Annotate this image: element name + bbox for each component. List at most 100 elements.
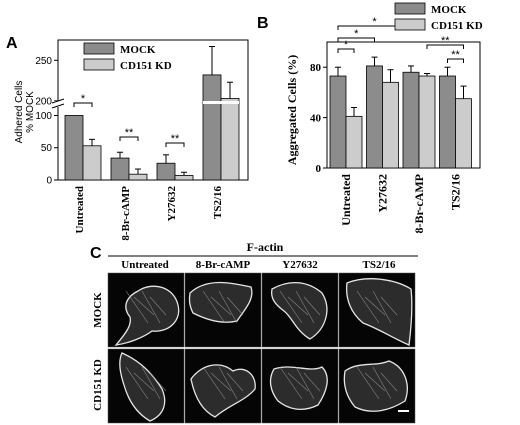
chart-b-category-label: TS2/16 — [449, 174, 463, 210]
chart-b-legend-swatch — [394, 2, 426, 15]
micrograph-grid: F-actin Untreated 8-Br-cAMP Y27632 TS2/1… — [92, 240, 418, 424]
micrograph-fiber — [356, 366, 380, 400]
chart-a-break-mark — [51, 98, 65, 104]
micrograph-fiber — [210, 296, 232, 316]
chart-a-category-label: Y27632 — [166, 186, 178, 222]
chart-a-legend-swatch — [83, 58, 115, 71]
micrograph-fiber — [141, 290, 161, 324]
chart-a-ytick-label: 0 — [46, 176, 52, 187]
micrograph-fiber — [202, 366, 226, 400]
micrograph-row-mock: MOCK — [92, 292, 104, 328]
micrograph-fiber — [279, 290, 303, 324]
micrograph-fiber — [295, 290, 315, 324]
chart-b-bar-cd151-kd-8-br-camp — [418, 75, 436, 169]
chart-b-sig-label: * — [344, 39, 349, 51]
chart-b-bar-mock-untreated — [329, 75, 347, 169]
chart-a-axis-break — [52, 101, 64, 107]
chart-a-bar-cd151-kd-ts2-16 — [220, 98, 240, 181]
chart-b-sig-bracket — [337, 48, 355, 53]
micrograph-cell — [345, 278, 413, 346]
chart-b-bar-mock-8-br-camp — [402, 71, 420, 169]
micrograph-col-untreated: Untreated — [121, 259, 168, 271]
micrograph-fiber — [125, 366, 149, 400]
chart-a-bar-mock-ts2-16 — [202, 74, 222, 181]
micrograph-fiber — [141, 366, 161, 400]
micrograph-fiber — [372, 290, 392, 324]
chart-a-legend-label: CD151 KD — [120, 60, 172, 72]
chart-b-bar-mock-ts2-16 — [439, 75, 456, 169]
micrograph-fiber — [226, 296, 244, 316]
micrograph-cell — [270, 282, 328, 340]
chart-b-sig-label: * — [372, 16, 377, 28]
chart-b-sig-bracket — [337, 37, 375, 42]
micrograph-fiber — [226, 372, 244, 392]
chart-b-bar-cd151-kd-ts2-16 — [455, 98, 472, 169]
chart-a-ytick-label: 50 — [41, 143, 53, 154]
chart-a-sig-label: * — [81, 93, 86, 105]
chart-a-bar-cd151-kd-8-br-camp — [128, 173, 148, 181]
micrograph-fiber — [218, 290, 238, 324]
chart-a-frame — [57, 39, 249, 181]
chart-a-ytick-label: 100 — [35, 111, 52, 122]
chart-a-bar-cd151-kd-y27632 — [174, 175, 194, 181]
chart-a-sig-label: ** — [125, 127, 134, 139]
micrograph-fiber — [133, 372, 155, 392]
micrograph-fiber — [380, 296, 398, 316]
micrograph-row-cd151kd: CD151 KD — [92, 359, 104, 411]
micrograph-cell — [188, 281, 253, 323]
panel-label-a: A — [6, 35, 18, 52]
micrograph-cell — [343, 360, 408, 412]
chart-a-bar-mock-y27632 — [156, 162, 176, 181]
micrograph-col-ts216: TS2/16 — [362, 259, 396, 271]
chart-a-ylabel-line: Adhered Cells — [14, 81, 25, 144]
chart-a-sig-label: ** — [171, 133, 180, 145]
micrograph-col-8brcamp: 8-Br-cAMP — [196, 259, 251, 271]
micrograph-fiber — [202, 290, 226, 324]
chart-b-bar-cd151-kd-y27632 — [382, 81, 399, 169]
micrograph-fiber — [287, 372, 309, 392]
chart-b-sig-label: ** — [451, 49, 460, 61]
micrograph-fiber — [364, 372, 386, 392]
micrograph-fiber — [380, 372, 398, 392]
chart-a-sig-bracket — [119, 136, 139, 141]
chart-b-category-label: Untreated — [339, 174, 353, 226]
chart-b-ytick-label: 80 — [310, 62, 322, 74]
chart-a-bar-mock-8-br-camp — [110, 157, 130, 181]
chart-a-category-label: 8-Br-cAMP — [120, 186, 132, 241]
chart-b-sig-bracket — [426, 44, 464, 49]
chart-b-legend-label: CD151 KD — [431, 20, 483, 32]
chart-a-bar-break — [203, 101, 239, 104]
chart-b-sig-label: ** — [441, 35, 450, 47]
chart-b-ytick-label: 40 — [310, 113, 322, 125]
micrograph-cell — [190, 364, 256, 418]
chart-a-bar-cd151-kd-untreated — [82, 145, 102, 181]
panel-label-b: B — [257, 15, 269, 32]
chart-a-ylabel: Adhered Cells% MOCK — [14, 81, 36, 144]
chart-a-legend-swatch — [83, 42, 115, 55]
micrograph-fiber — [364, 296, 386, 316]
micrograph-fiber — [295, 366, 315, 400]
chart-b-bar-mock-y27632 — [366, 65, 383, 169]
chart-b-category-label: 8-Br-cAMP — [412, 174, 426, 234]
chart-b: 0 40 80 Aggregated Cells (%) Untreated Y27632… — [285, 2, 483, 234]
micrograph-fiber — [133, 296, 155, 316]
micrograph-cell — [269, 366, 328, 411]
chart-b-legend-swatch — [394, 18, 426, 31]
micrograph-col-y27632: Y27632 — [282, 259, 318, 271]
chart-a-category-label: Untreated — [74, 186, 86, 233]
micrograph-cell — [114, 285, 180, 346]
micrograph-fiber — [279, 366, 303, 400]
chart-b-legend-label: MOCK — [431, 4, 467, 16]
micrograph-fiber — [287, 296, 309, 316]
chart-b-sig-bracket — [447, 58, 464, 63]
chart-a-break-mark — [51, 103, 65, 109]
chart-b-bar-cd151-kd-untreated — [345, 115, 363, 169]
chart-b-ytick-label: 0 — [316, 163, 322, 175]
chart-a: 0 50 100 200 250 Adhered Cells% MOCK Untreated… — [14, 39, 249, 241]
micrograph-title: F-actin — [247, 240, 284, 254]
panel-label-c: C — [90, 245, 102, 262]
micrograph-fiber — [210, 372, 232, 392]
chart-a-sig-bracket — [73, 102, 93, 107]
